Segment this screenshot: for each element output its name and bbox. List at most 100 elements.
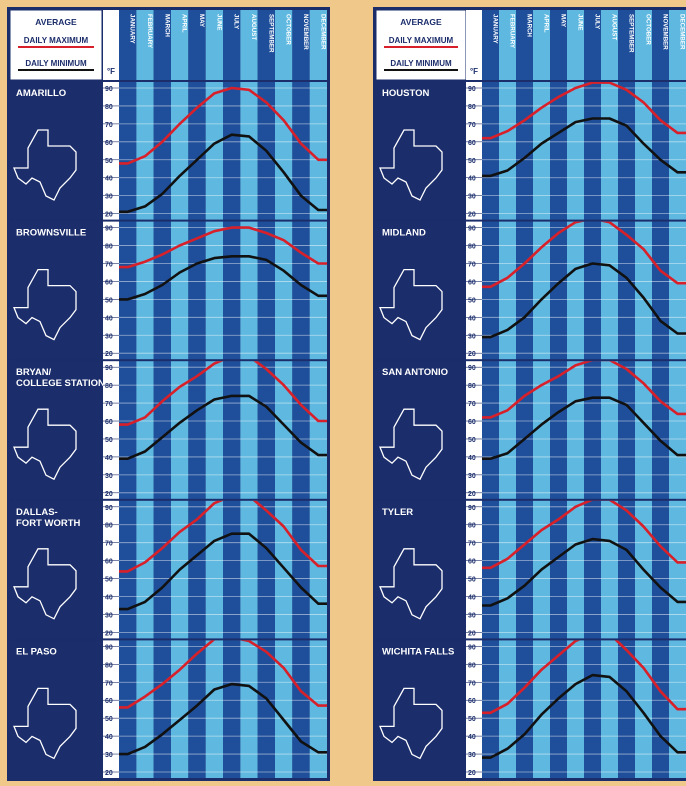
month-stripe — [584, 640, 601, 778]
month-label: MAY — [560, 14, 567, 28]
month-label: JUNE — [215, 14, 222, 31]
month-stripe — [567, 500, 584, 639]
month-stripe — [171, 221, 189, 360]
tick-label: 60 — [105, 279, 113, 286]
daily-maximum-line — [482, 500, 686, 570]
tick-label: 90 — [105, 644, 113, 651]
month-header-cell — [482, 10, 499, 80]
month-stripe — [205, 640, 223, 778]
tick-column — [103, 221, 119, 360]
month-header-cell — [136, 10, 154, 80]
tick-label: 80 — [105, 523, 113, 530]
month-stripe — [550, 361, 567, 499]
city-panel: DALLAS-FORT WORTH 90 80 70 60 50 40 30 20 — [10, 500, 327, 639]
month-stripe — [601, 221, 618, 360]
month-stripe — [119, 221, 137, 360]
month-stripe — [119, 500, 137, 639]
month-stripe — [499, 361, 516, 499]
city-panel: EL PASO 90 80 70 60 50 40 30 20 — [10, 640, 327, 778]
month-stripe — [257, 640, 275, 778]
tick-label: 60 — [105, 698, 113, 705]
month-stripe — [240, 640, 258, 778]
tick-label: 80 — [468, 662, 476, 669]
month-stripe — [499, 221, 516, 360]
city-panel: TYLER 90 80 70 60 50 40 30 20 — [376, 500, 686, 639]
month-stripe — [533, 361, 550, 499]
month-stripe — [205, 82, 223, 220]
month-stripe — [550, 221, 567, 360]
month-stripe — [567, 221, 584, 360]
tick-label: 40 — [468, 315, 476, 322]
tick-label: 30 — [105, 473, 113, 480]
city-name: HOUSTON — [382, 88, 429, 99]
month-stripe — [309, 221, 327, 360]
month-label: JUNE — [577, 14, 584, 31]
month-stripe — [188, 640, 206, 778]
unit-cell — [103, 10, 119, 80]
month-header-cell — [205, 10, 223, 80]
month-stripe — [292, 82, 310, 220]
month-stripe — [550, 82, 567, 220]
daily-minimum-line — [482, 396, 686, 461]
month-stripe — [669, 361, 686, 499]
tick-label: 50 — [468, 577, 476, 584]
tick-column — [466, 500, 482, 639]
tick-label: 90 — [468, 226, 476, 233]
month-stripe — [584, 221, 601, 360]
unit-label: °F — [470, 67, 478, 76]
month-label: SEPTEMBER — [267, 14, 274, 53]
legend-title: AVERAGE — [400, 17, 442, 27]
tick-label: 20 — [468, 212, 476, 219]
month-header-cell — [618, 10, 635, 80]
legend: AVERAGE DAILY MAXIMUM DAILY MINIMUM — [9, 9, 103, 81]
tick-label: 70 — [468, 680, 476, 687]
month-label: SEPTEMBER — [628, 14, 635, 53]
month-stripe — [119, 82, 137, 220]
tick-label: 40 — [105, 734, 113, 741]
texas-map-icon — [379, 408, 443, 481]
month-stripe — [618, 82, 635, 220]
daily-maximum-line — [119, 361, 327, 426]
texas-map-icon — [379, 687, 443, 760]
tick-label: 20 — [105, 351, 113, 358]
tick-label: 60 — [468, 279, 476, 286]
month-stripe — [188, 221, 206, 360]
tick-label: 40 — [468, 455, 476, 462]
month-label: APRIL — [543, 14, 550, 33]
tick-label: 80 — [468, 104, 476, 111]
month-stripe — [516, 500, 533, 639]
city-name: TYLER — [382, 507, 413, 518]
tick-column — [103, 500, 119, 639]
unit-cell — [466, 10, 482, 80]
month-stripe — [223, 640, 241, 778]
month-label: DECEMBER — [319, 14, 326, 50]
month-header-cell — [292, 10, 310, 80]
month-label: MARCH — [526, 14, 533, 38]
tick-label: 90 — [468, 644, 476, 651]
daily-maximum-line — [119, 640, 327, 709]
tick-column — [103, 640, 119, 778]
tick-label: 30 — [105, 194, 113, 201]
city-panel: MIDLAND 90 80 70 60 50 40 30 20 — [376, 221, 686, 360]
month-label: APRIL — [181, 14, 188, 33]
tick-label: 70 — [468, 541, 476, 548]
month-header-cell — [171, 10, 189, 80]
tick-label: 30 — [105, 333, 113, 340]
city-name: FORT WORTH — [16, 518, 81, 529]
legend-min-label: DAILY MINIMUM — [25, 59, 87, 68]
month-label: NOVEMBER — [662, 14, 669, 50]
tick-label: 50 — [468, 716, 476, 723]
tick-label: 60 — [468, 698, 476, 705]
month-stripe — [188, 82, 206, 220]
month-stripe — [153, 221, 171, 360]
month-stripe — [292, 640, 310, 778]
month-stripe — [188, 500, 206, 639]
month-stripe — [618, 640, 635, 778]
tick-column — [466, 82, 482, 220]
month-header-cell — [533, 10, 550, 80]
month-stripe — [136, 82, 154, 220]
month-stripe — [516, 82, 533, 220]
month-stripe — [223, 361, 241, 499]
month-header-cell — [635, 10, 652, 80]
tick-label: 50 — [105, 437, 113, 444]
